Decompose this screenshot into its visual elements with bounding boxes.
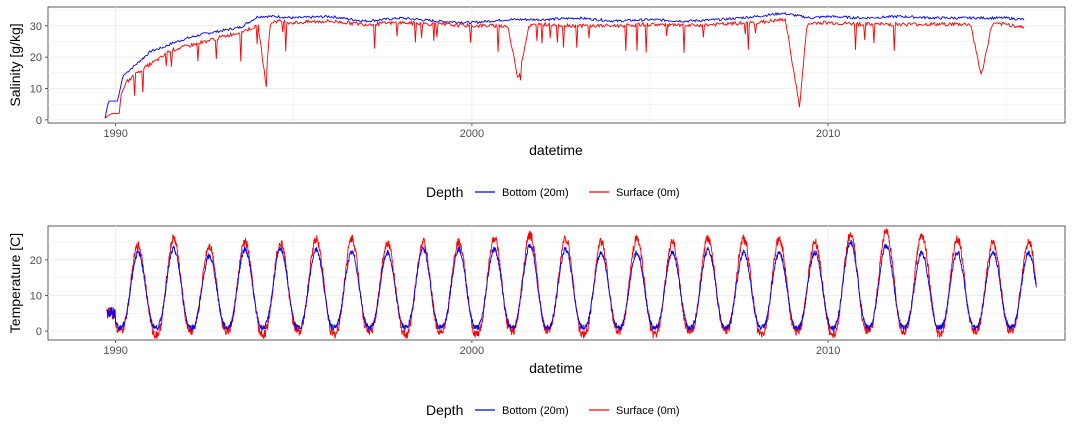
salinity-plot-frame <box>47 6 1066 124</box>
salinity-y-ticks: 0 10 20 30 <box>30 21 48 127</box>
salinity-x-tick-label: 2010 <box>816 128 840 140</box>
temperature-series <box>106 228 1037 340</box>
temperature-y-tick-label: 20 <box>30 255 42 267</box>
salinity-y-tick-label: 20 <box>30 52 42 64</box>
salinity-y-tick-label: 0 <box>36 115 42 127</box>
salinity-line-surface <box>104 17 1025 119</box>
temperature-y-axis-title: Temperature [C] <box>7 233 23 333</box>
temperature-y-ticks: 0 10 20 <box>30 255 48 338</box>
temperature-legend-label-bottom: Bottom (20m) <box>502 405 569 417</box>
temperature-line-surface <box>106 228 1037 340</box>
salinity-x-axis-title: datetime <box>529 142 583 158</box>
salinity-legend: Depth Bottom (20m) Surface (0m) <box>426 184 680 200</box>
temperature-line-bottom <box>106 239 1037 332</box>
salinity-x-tick-label: 1990 <box>103 128 127 140</box>
temperature-x-tick-label: 2010 <box>816 345 840 357</box>
salinity-x-ticks: 1990 2000 2010 <box>103 123 840 140</box>
temperature-x-tick-label: 2000 <box>460 345 484 357</box>
salinity-y-tick-label: 30 <box>30 21 42 33</box>
salinity-panel: 0 10 20 30 1990 2000 2010 datetime Salinity [… <box>7 6 1066 200</box>
temperature-x-axis-title: datetime <box>529 360 583 376</box>
temperature-x-tick-label: 1990 <box>103 345 127 357</box>
temperature-legend-title: Depth <box>426 402 463 418</box>
temperature-y-tick-label: 0 <box>36 326 42 338</box>
temperature-panel: 0 10 20 1990 2000 2010 datetime Temperature … <box>7 225 1066 418</box>
salinity-y-axis-title: Salinity [g/kg] <box>7 23 23 106</box>
temperature-x-ticks: 1990 2000 2010 <box>103 340 840 357</box>
temperature-y-tick-label: 10 <box>30 290 42 302</box>
temperature-legend-label-surface: Surface (0m) <box>616 405 680 417</box>
salinity-series <box>104 11 1025 119</box>
temperature-legend: Depth Bottom (20m) Surface (0m) <box>426 402 680 418</box>
temperature-plot-frame <box>47 225 1066 341</box>
salinity-legend-label-bottom: Bottom (20m) <box>502 187 569 199</box>
salinity-y-tick-label: 10 <box>30 84 42 96</box>
salinity-legend-label-surface: Surface (0m) <box>616 187 680 199</box>
salinity-x-tick-label: 2000 <box>460 128 484 140</box>
salinity-legend-title: Depth <box>426 184 463 200</box>
salinity-line-bottom <box>104 11 1025 119</box>
